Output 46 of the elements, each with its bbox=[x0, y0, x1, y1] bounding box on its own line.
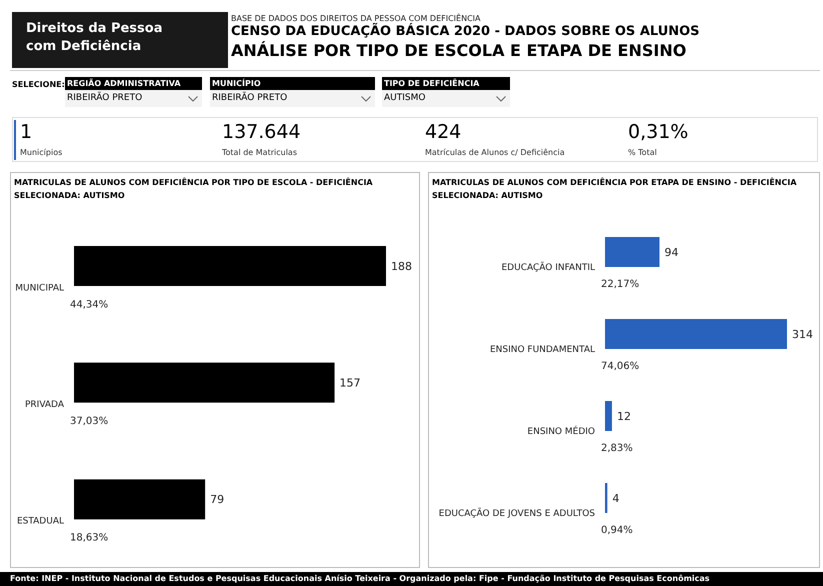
annotation: 37,03% bbox=[70, 416, 108, 427]
text: MUNICÍPIO bbox=[210, 77, 375, 90]
text: Municípios bbox=[20, 148, 62, 157]
annotation: Fonte: INEP - Instituto Nacional de Estudos e Pesquisas Educacionais Anísio Teixeira - Organizado pela: Fipe - Fundação Instituto de Pesquisas Econômicas bbox=[0, 572, 823, 586]
annotation: 0,94% bbox=[601, 525, 633, 536]
text: REGIÃO ADMINISTRATIVA bbox=[65, 77, 202, 90]
data-label: 4 bbox=[612, 492, 620, 505]
data-label: 157 bbox=[340, 376, 361, 390]
chart-title: MATRICULAS DE ALUNOS COM DEFICIÊNCIA POR ETAPA DE ENSINO - DEFICIÊNCIA SELECIONADA: AUTISMO bbox=[432, 176, 798, 202]
annotation: 74,06% bbox=[601, 361, 640, 372]
text: 424 bbox=[425, 121, 462, 143]
text: ANÁLISE POR TIPO DE ESCOLA E ETAPA DE ENSINO bbox=[231, 41, 686, 60]
text: RIBEIRÃO PRETO bbox=[210, 90, 375, 107]
annotation: 18,63% bbox=[70, 532, 108, 544]
y-tick-label: EDUCAÇÃO INFANTIL bbox=[501, 261, 595, 273]
y-tick-label: ESTADUAL bbox=[16, 516, 64, 527]
text: % Total bbox=[628, 148, 657, 157]
bar bbox=[605, 401, 612, 431]
data-label: 12 bbox=[616, 410, 631, 423]
y-tick-label: EDUCAÇÃO DE JOVENS E ADULTOS bbox=[438, 507, 596, 519]
data-label: 188 bbox=[391, 260, 412, 273]
text: SELECIONE: bbox=[12, 80, 65, 89]
chart-title: MATRICULAS DE ALUNOS COM DEFICIÊNCIA POR TIPO DE ESCOLA - DEFICIÊNCIA SELECIONADA: AUTISMO bbox=[14, 176, 374, 202]
text: 0,31% bbox=[628, 121, 688, 143]
annotation: 22,17% bbox=[601, 279, 640, 290]
text: Direitos da Pessoa com Deficiência bbox=[26, 20, 164, 56]
text: Total de Matriculas bbox=[222, 148, 297, 157]
y-tick-label: ENSINO FUNDAMENTAL bbox=[490, 345, 595, 355]
bar bbox=[605, 237, 660, 267]
text: 1 bbox=[20, 121, 32, 143]
data-label: 314 bbox=[792, 328, 813, 341]
annotation: 44,34% bbox=[70, 299, 108, 310]
y-tick-label: ENSINO MÉDIO bbox=[527, 425, 595, 437]
text: AUTISMO bbox=[382, 90, 510, 107]
text: TIPO DE DEFICIÊNCIA bbox=[382, 77, 510, 90]
text: CENSO DA EDUCAÇÃO BÁSICA 2020 - DADOS SOBRE OS ALUNOS bbox=[231, 24, 700, 39]
text: 137.644 bbox=[222, 121, 301, 143]
data-label: 79 bbox=[210, 493, 224, 506]
text: Matrículas de Alunos c/ Deficiência bbox=[425, 148, 565, 157]
data-label: 94 bbox=[664, 246, 678, 259]
annotation: 2,83% bbox=[601, 443, 633, 454]
text: BASE DE DADOS DOS DIREITOS DA PESSOA COM DEFICIÊNCIA bbox=[231, 14, 480, 23]
y-tick-label: MUNICIPAL bbox=[15, 283, 64, 294]
y-tick-label: PRIVADA bbox=[24, 400, 65, 410]
text: RIBEIRÃO PRETO bbox=[65, 90, 202, 107]
bar bbox=[605, 319, 787, 349]
